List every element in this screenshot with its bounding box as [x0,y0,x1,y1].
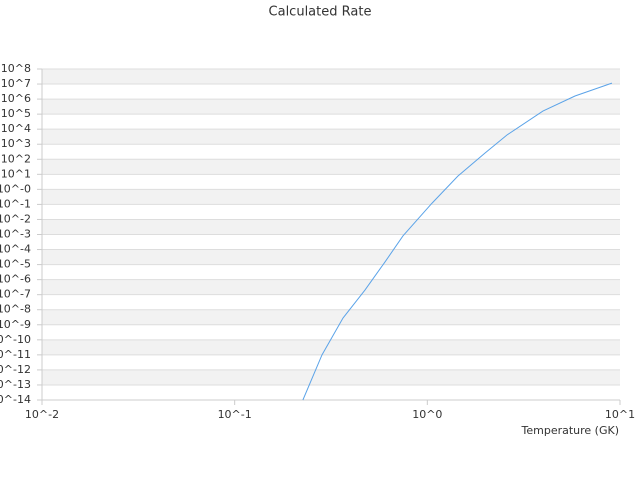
grid-band [42,99,620,115]
grid-band [42,339,620,355]
y-tick-label: 10^-4 [0,243,31,256]
y-tick-label: 10^8 [1,62,31,75]
x-tick-label: 10^-1 [218,408,252,421]
y-tick-label: 10^-12 [0,363,31,376]
x-tick-label: 10^0 [412,408,442,421]
grid-band [42,249,620,265]
y-tick-label: 10^-1 [0,197,31,210]
y-tick-label: 10^-14 [0,393,31,406]
y-tick-label: 10^-0 [0,182,31,195]
grid-band [42,69,620,85]
y-tick-label: 10^-6 [0,273,31,286]
grid-band [42,279,620,295]
grid-band [42,159,620,175]
y-tick-label: 10^2 [1,152,31,165]
y-tick-label: 10^-10 [0,333,31,346]
y-tick-label: 10^-2 [0,212,31,225]
y-tick-label: 10^-8 [0,303,31,316]
chart-title: Calculated Rate [269,5,372,20]
y-tick-label: 10^-3 [0,228,31,241]
y-tick-label: 10^-11 [0,348,31,361]
y-tick-label: 10^1 [1,167,31,180]
y-tick-label: 10^7 [1,77,31,90]
y-tick-label: 10^3 [1,137,31,150]
x-tick-label: 10^-2 [25,408,59,421]
grid-band [42,219,620,235]
grid-band [42,129,620,145]
y-tick-label: 10^-9 [0,318,31,331]
y-tick-label: 10^-7 [0,288,31,301]
y-tick-label: 10^6 [1,92,31,105]
grid-band [42,189,620,205]
y-tick-label: 10^-13 [0,378,31,391]
y-tick-label: 10^5 [1,107,31,120]
grid-band [42,369,620,385]
x-tick-label: 10^1 [605,408,635,421]
y-tick-label: 10^-5 [0,258,31,271]
y-tick-label: 10^4 [1,122,31,135]
line-series [302,82,613,401]
x-axis-label: Temperature (GK) [521,424,620,437]
grid-band [42,309,620,325]
